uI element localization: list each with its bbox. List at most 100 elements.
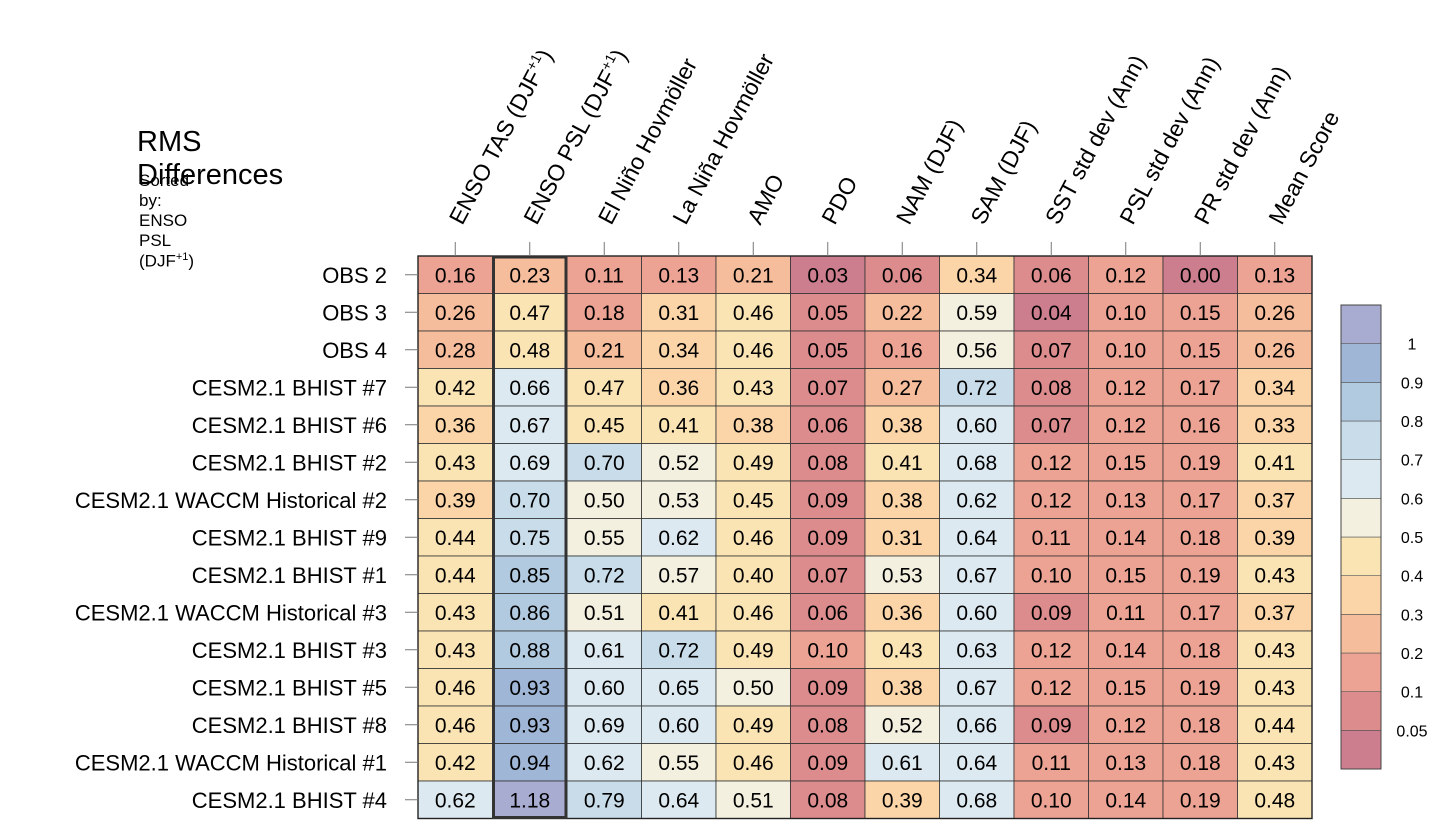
cell-value: 0.18 — [1180, 527, 1221, 550]
cell-value: 0.36 — [658, 377, 699, 400]
heatmap-cell — [641, 405, 717, 444]
highlight-column-box — [492, 255, 568, 819]
cell-value: 0.09 — [1031, 714, 1072, 737]
colorbar-label: 0.7 — [1401, 453, 1423, 470]
cell-value: 0.17 — [1180, 377, 1221, 400]
heatmap-cell — [1237, 555, 1313, 594]
heatmap-cell — [1162, 743, 1238, 782]
heatmap-cell — [715, 480, 791, 519]
row-label: CESM2.1 BHIST #6 — [192, 413, 387, 438]
cell-value: 0.23 — [509, 264, 550, 287]
heatmap-cell — [939, 330, 1015, 369]
heatmap-cell — [1088, 518, 1164, 557]
colorbar-segment — [1340, 459, 1382, 499]
cell-value: 0.18 — [1180, 714, 1221, 737]
cell-value: 0.50 — [584, 489, 625, 512]
cell-value: 0.08 — [807, 714, 848, 737]
row-label: CESM2.1 BHIST #2 — [192, 450, 387, 475]
cell-value: 0.55 — [584, 527, 625, 550]
heatmap-cell — [417, 368, 493, 407]
cell-value: 0.51 — [584, 602, 625, 625]
cell-value: 0.26 — [1254, 302, 1295, 325]
cell-value: 0.19 — [1180, 677, 1221, 700]
cell-value: 0.37 — [1254, 602, 1295, 625]
cell-value: 0.39 — [435, 489, 476, 512]
heatmap-cell — [1088, 705, 1164, 744]
heatmap-cell — [417, 518, 493, 557]
chart-subtitle: Sorted by: ENSO PSL (DJF+1) — [139, 171, 194, 272]
cell-value: 0.60 — [956, 414, 997, 437]
cell-value: 0.03 — [807, 264, 848, 287]
cell-value: 0.10 — [807, 639, 848, 662]
cell-value: 0.42 — [435, 377, 476, 400]
cell-value: 0.93 — [509, 677, 550, 700]
heatmap-cell — [1162, 518, 1238, 557]
heatmap-cell — [1237, 668, 1313, 707]
cell-value: 0.10 — [1031, 789, 1072, 812]
cell-value: 0.06 — [807, 414, 848, 437]
heatmap-cell — [492, 443, 568, 482]
colorbar-segment — [1340, 614, 1382, 654]
cell-value: 0.09 — [1031, 602, 1072, 625]
subtitle-suffix: ) — [188, 251, 195, 271]
cell-value: 0.45 — [733, 489, 774, 512]
heatmap-cell — [492, 368, 568, 407]
heatmap-cell — [1088, 630, 1164, 669]
cell-value: 0.43 — [435, 639, 476, 662]
cell-value: 0.43 — [435, 452, 476, 475]
cell-value: 0.65 — [658, 677, 699, 700]
cell-value: 0.17 — [1180, 489, 1221, 512]
heatmap-cell — [1013, 518, 1089, 557]
heatmap-cell — [790, 630, 866, 669]
heatmap-cell — [790, 405, 866, 444]
cell-value: 0.41 — [882, 452, 923, 475]
cell-value: 0.62 — [956, 489, 997, 512]
heatmap-cell — [641, 593, 717, 632]
cell-value: 0.60 — [956, 602, 997, 625]
heatmap-cell — [715, 630, 791, 669]
cell-value: 0.48 — [509, 339, 550, 362]
cell-value: 0.18 — [584, 302, 625, 325]
heatmap-cell — [790, 743, 866, 782]
cell-value: 0.67 — [956, 677, 997, 700]
cell-value: 0.37 — [1254, 489, 1295, 512]
heatmap-cell — [1088, 330, 1164, 369]
heatmap-cell — [864, 705, 940, 744]
heatmap-cell — [1162, 593, 1238, 632]
cell-value: 0.00 — [1180, 264, 1221, 287]
heatmap-cell — [417, 743, 493, 782]
column-label: PDO — [816, 172, 862, 228]
heatmap-cell — [864, 480, 940, 519]
cell-value: 0.43 — [733, 377, 774, 400]
cell-value: 0.12 — [1031, 639, 1072, 662]
cell-value: 0.19 — [1180, 452, 1221, 475]
heatmap-cell — [1237, 255, 1313, 294]
heatmap-cell — [715, 293, 791, 332]
heatmap-cell — [939, 743, 1015, 782]
heatmap-cell — [939, 630, 1015, 669]
cell-value: 0.07 — [807, 377, 848, 400]
heatmap-cell — [1013, 330, 1089, 369]
cell-value: 0.51 — [733, 789, 774, 812]
heatmap-cell — [417, 593, 493, 632]
heatmap-cell — [492, 518, 568, 557]
cell-value: 0.40 — [733, 564, 774, 587]
heatmap-cell — [1088, 743, 1164, 782]
heatmap-cell — [1162, 705, 1238, 744]
cell-value: 0.61 — [584, 639, 625, 662]
cell-value: 0.15 — [1180, 302, 1221, 325]
heatmap-cell — [1237, 743, 1313, 782]
cell-value: 0.18 — [1180, 752, 1221, 775]
colorbar-label: 0.05 — [1396, 723, 1427, 740]
cell-value: 0.36 — [435, 414, 476, 437]
heatmap-cell — [790, 555, 866, 594]
cell-value: 0.06 — [807, 602, 848, 625]
heatmap-cell — [939, 555, 1015, 594]
colorbar-label: 0.8 — [1401, 414, 1423, 431]
cell-value: 0.06 — [1031, 264, 1072, 287]
heatmap-cell — [492, 405, 568, 444]
cell-value: 0.34 — [956, 264, 997, 287]
cell-value: 0.72 — [658, 639, 699, 662]
chart-title: RMS Differences — [137, 126, 284, 191]
